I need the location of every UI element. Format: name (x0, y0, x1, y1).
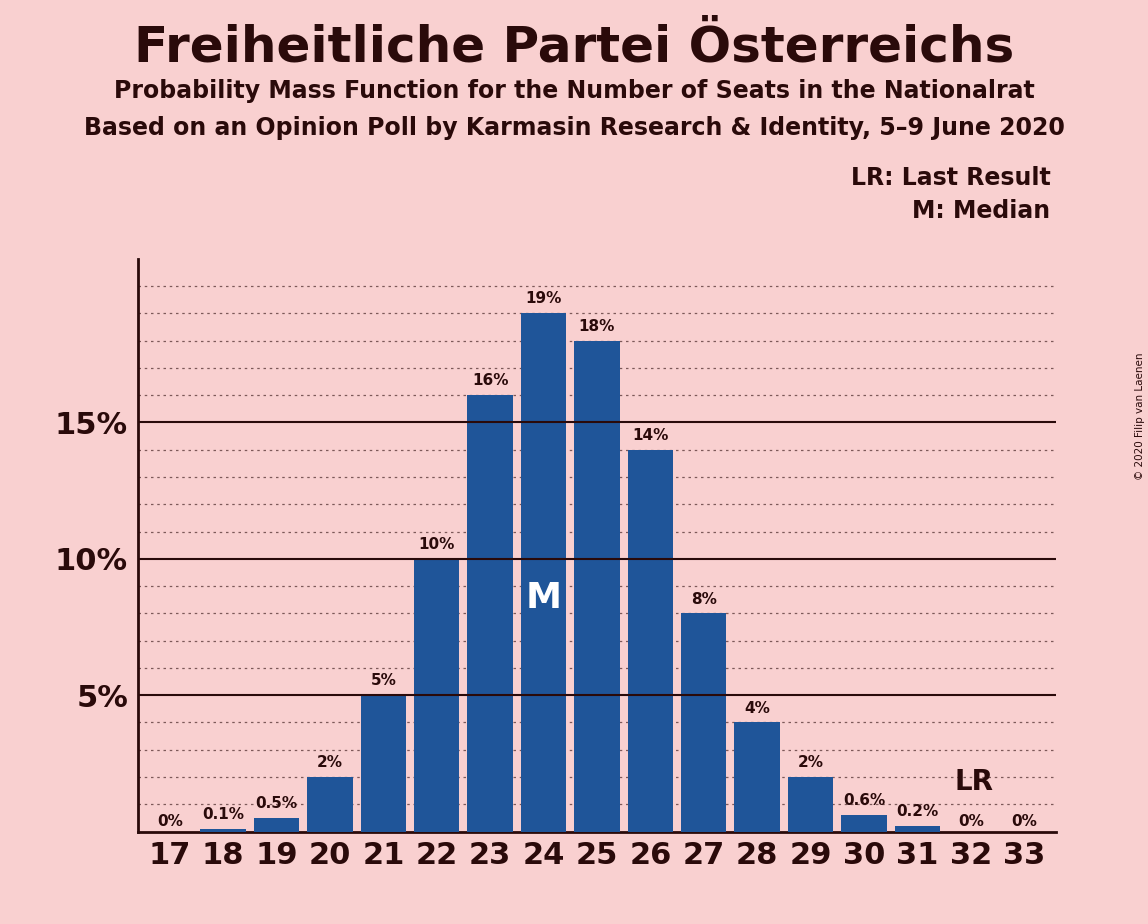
Bar (681, 614, 727, 832)
Text: 5%: 5% (371, 674, 396, 688)
Text: 19%: 19% (526, 291, 561, 307)
Bar (308, 777, 352, 832)
Text: 0.5%: 0.5% (256, 796, 297, 811)
Text: LR: LR (955, 769, 994, 796)
Text: Probability Mass Function for the Number of Seats in the Nationalrat: Probability Mass Function for the Number… (114, 79, 1034, 103)
Bar (414, 559, 459, 832)
Text: 0%: 0% (1011, 814, 1037, 829)
Text: 0%: 0% (957, 814, 984, 829)
Text: 14%: 14% (633, 428, 668, 443)
Text: 4%: 4% (744, 700, 770, 716)
Text: 0.6%: 0.6% (843, 794, 885, 808)
Text: M: Median: M: Median (913, 199, 1050, 223)
Bar (201, 829, 246, 832)
Bar (841, 815, 886, 832)
Text: © 2020 Filip van Laenen: © 2020 Filip van Laenen (1135, 352, 1145, 480)
Text: 18%: 18% (579, 319, 615, 334)
Text: 0.1%: 0.1% (202, 807, 245, 822)
Bar (360, 695, 406, 832)
Bar (788, 777, 833, 832)
Text: LR: Last Result: LR: Last Result (851, 166, 1050, 190)
Text: 16%: 16% (472, 373, 509, 388)
Text: Based on an Opinion Poll by Karmasin Research & Identity, 5–9 June 2020: Based on an Opinion Poll by Karmasin Res… (84, 116, 1064, 140)
Text: 8%: 8% (691, 591, 716, 606)
Text: 2%: 2% (317, 755, 343, 771)
Bar (574, 341, 620, 832)
Bar (628, 450, 673, 832)
Text: Freiheitliche Partei Österreichs: Freiheitliche Partei Österreichs (134, 23, 1014, 71)
Bar (521, 313, 566, 832)
Bar (467, 395, 513, 832)
Bar (735, 723, 779, 832)
Text: 0%: 0% (157, 814, 183, 829)
Text: 10%: 10% (419, 537, 455, 552)
Text: 2%: 2% (798, 755, 823, 771)
Text: 0.2%: 0.2% (897, 804, 938, 820)
Text: M: M (526, 581, 561, 615)
Bar (254, 818, 300, 832)
Bar (894, 826, 940, 832)
